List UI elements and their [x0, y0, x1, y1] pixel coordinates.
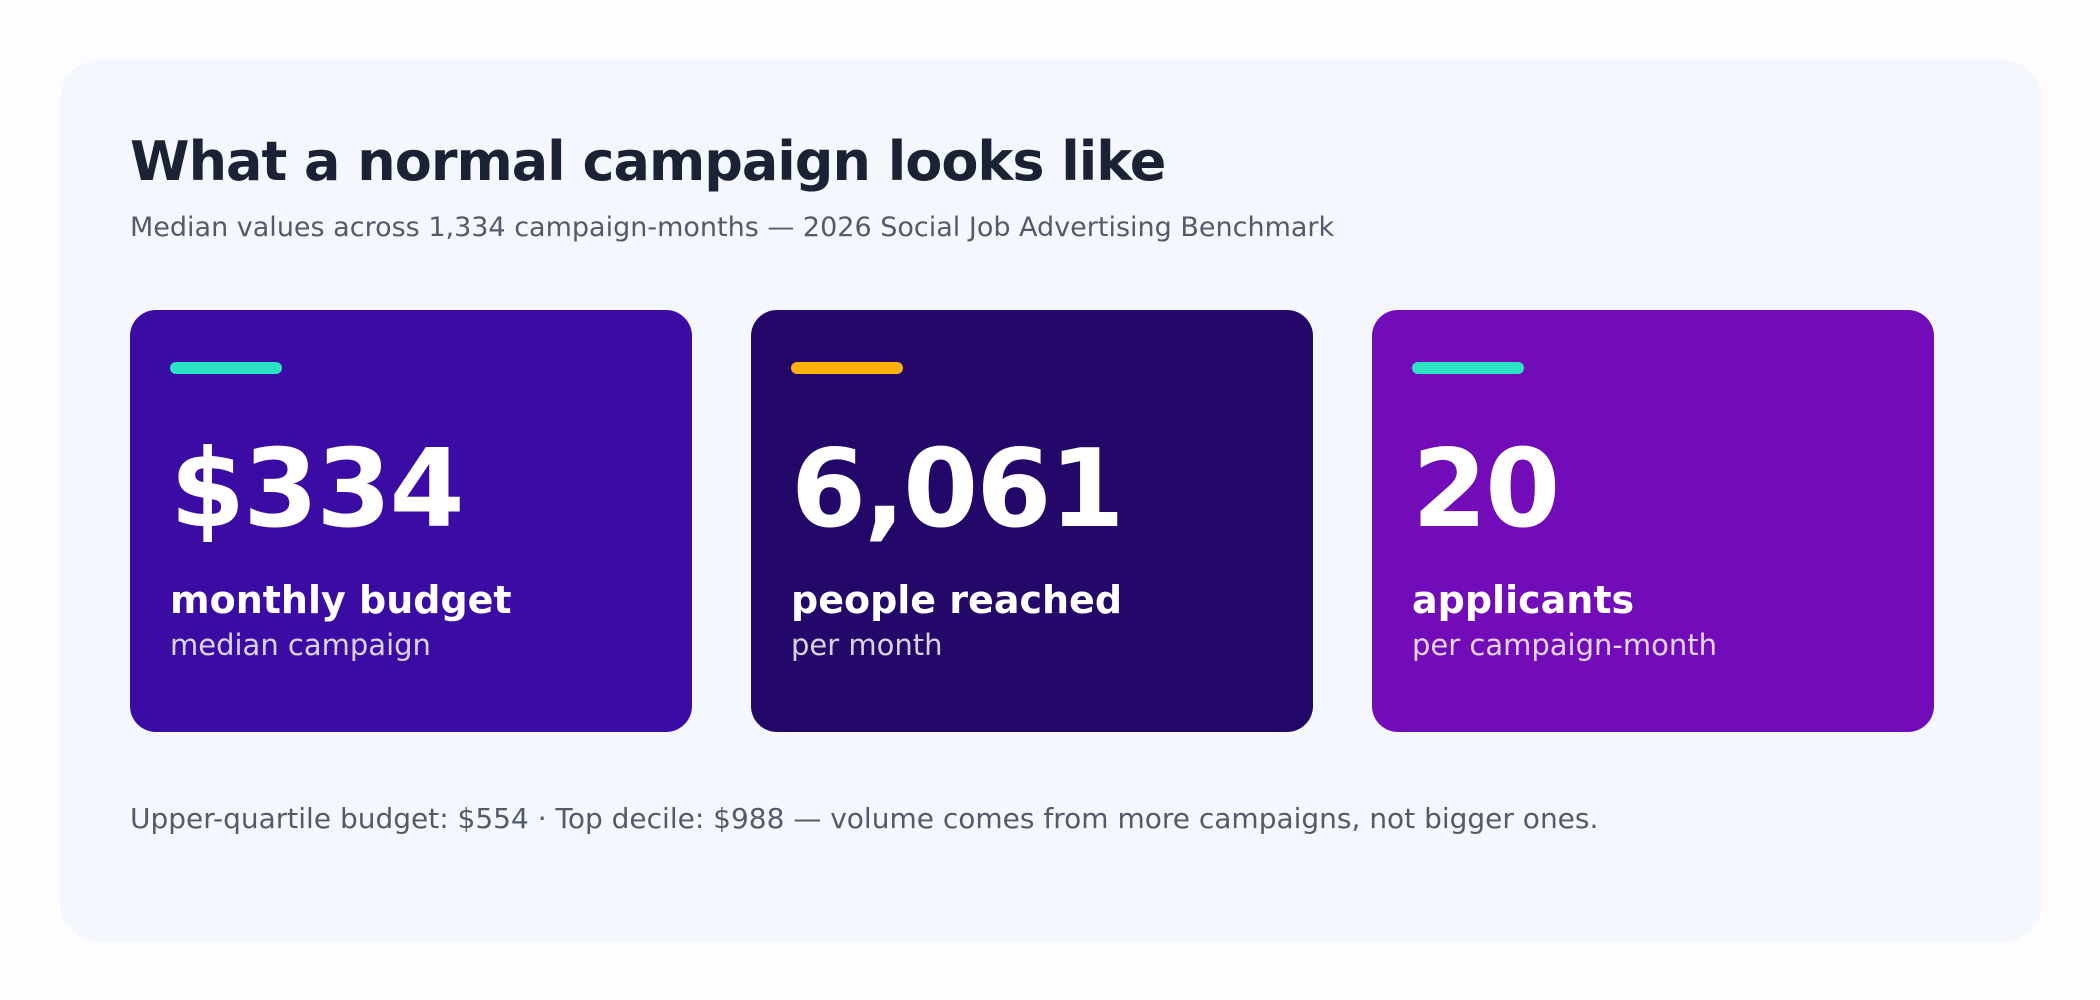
stat-cards: $334 monthly budget median campaign 6,06…: [130, 310, 1934, 732]
benchmark-panel: What a normal campaign looks like Median…: [60, 60, 2042, 942]
stat-sublabel: per month: [791, 628, 943, 662]
accent-bar: [1412, 362, 1524, 374]
stat-value: 6,061: [791, 427, 1125, 552]
footnote: Upper-quartile budget: $554 · Top decile…: [130, 802, 1599, 835]
page-subtitle: Median values across 1,334 campaign-mont…: [130, 212, 1335, 243]
stat-sublabel: per campaign-month: [1412, 628, 1717, 662]
stat-label: monthly budget: [170, 578, 512, 622]
stat-value: $334: [170, 427, 465, 552]
stat-card-budget: $334 monthly budget median campaign: [130, 310, 692, 732]
stat-label: people reached: [791, 578, 1123, 622]
stat-card-applicants: 20 applicants per campaign-month: [1372, 310, 1934, 732]
stat-card-reach: 6,061 people reached per month: [751, 310, 1313, 732]
stat-value: 20: [1412, 427, 1560, 552]
stat-sublabel: median campaign: [170, 628, 431, 662]
page-title: What a normal campaign looks like: [130, 130, 1166, 193]
stat-label: applicants: [1412, 578, 1635, 622]
accent-bar: [791, 362, 903, 374]
accent-bar: [170, 362, 282, 374]
